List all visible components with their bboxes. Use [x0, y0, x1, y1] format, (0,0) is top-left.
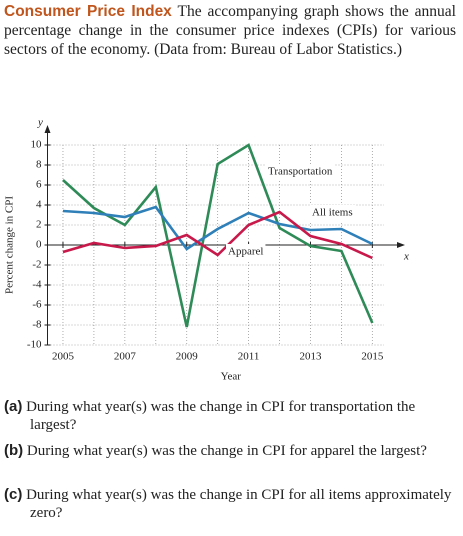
x-tick-label: 2009: [176, 351, 199, 363]
y-tick-label: -6: [32, 299, 42, 311]
legend-label: Transportation: [268, 166, 333, 178]
question-label: (a): [4, 398, 23, 415]
question: (c) During what year(s) was the change i…: [4, 486, 454, 522]
legend-box: [266, 164, 335, 180]
x-axis-label: Year: [221, 371, 242, 383]
y-tick-label: 2: [36, 219, 42, 231]
problem-text: The accompanying graph shows the annual …: [4, 3, 456, 58]
legend-label: All items: [312, 207, 353, 219]
question-text: During what year(s) was the change in CP…: [26, 443, 427, 459]
legend-label: Apparel: [228, 246, 263, 258]
x-tick-label: 2005: [52, 351, 75, 363]
x-arrow: [397, 242, 405, 248]
y-tick-label: -10: [27, 339, 42, 351]
y-tick-label: -4: [32, 279, 42, 291]
y-tick-label: 6: [36, 179, 42, 191]
question: (a) During what year(s) was the change i…: [4, 398, 454, 434]
problem-title: Consumer Price Index: [4, 3, 172, 20]
series-line: [62, 205, 373, 251]
y-tick-label: -8: [32, 319, 42, 331]
legend-box: [226, 244, 266, 260]
legend-box: [310, 205, 355, 221]
question: (b) During what year(s) was the change i…: [4, 442, 454, 460]
question-text: During what year(s) was the change in CP…: [26, 399, 416, 433]
series-line: [62, 143, 374, 328]
question-label: (b): [4, 442, 24, 459]
y-tick-label: 0: [36, 239, 42, 251]
question-label: (c): [4, 486, 23, 503]
x-tick-label: 2011: [238, 351, 260, 363]
y-tick-label: 4: [36, 199, 42, 211]
x-tick-label: 2013: [299, 351, 322, 363]
x-axis-name: x: [403, 251, 409, 263]
x-tick-label: 2007: [114, 351, 137, 363]
y-axis-name: y: [37, 117, 43, 129]
y-arrow: [44, 125, 51, 133]
question-text: During what year(s) was the change in CP…: [26, 487, 452, 521]
y-tick-label: 8: [36, 159, 42, 171]
y-tick-label: 10: [31, 139, 43, 151]
intro: Consumer Price Index The accompanying gr…: [4, 2, 456, 59]
series-line: [62, 210, 373, 260]
y-tick-label: -2: [32, 259, 41, 271]
x-tick-label: 2015: [361, 351, 384, 363]
chart: -10 -8 -6 -4 -2 0 2 4 6 8 10 2005 2007 2009 2011 2013 20…: [4, 117, 409, 383]
y-axis-label: Percent change in CPI: [4, 196, 16, 294]
